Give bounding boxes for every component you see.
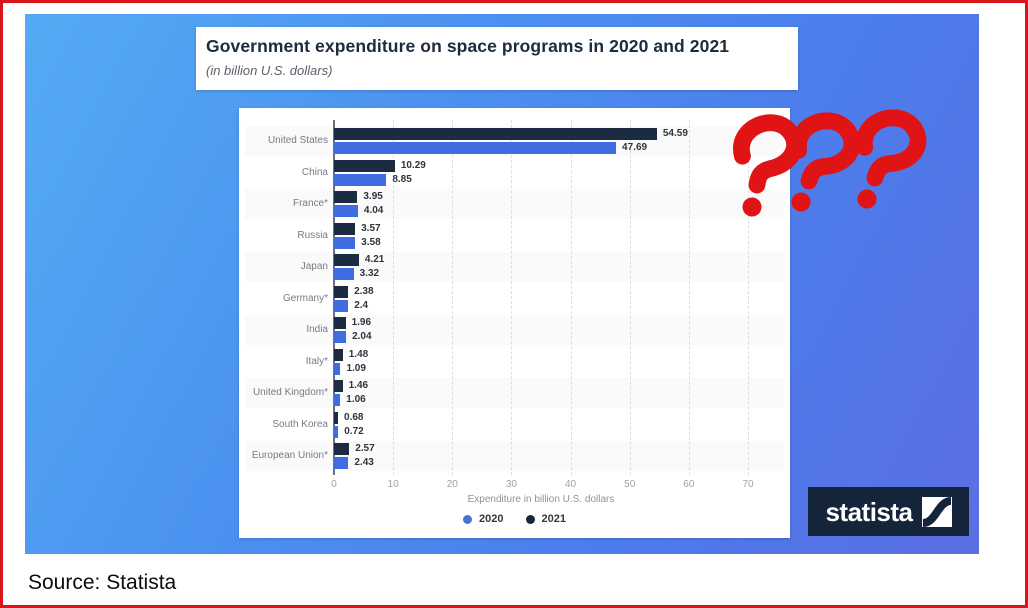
bar-2020 [334,331,347,343]
gridline [570,120,572,475]
x-tick-label: 0 [331,479,337,490]
category-label: European Union* [251,450,328,461]
bar-2021 [334,191,358,203]
category-label: India [306,324,328,335]
legend-item-2021: 2021 [525,513,566,525]
source-caption: Source: Statista [28,571,177,594]
category-label: Russia [297,229,328,241]
gridline [629,120,631,475]
category-label: United Kingdom* [252,387,328,398]
category-label: China [301,166,328,178]
chart-title: Government expenditure on space programs… [206,36,730,56]
bar-2021 [334,443,350,455]
statista-logo-icon [921,496,952,527]
question-marks-annotation [733,109,927,217]
bar-2021 [334,285,349,298]
bar-2020 [334,236,356,249]
value-label: 1.46 [348,380,369,391]
bar-2020 [334,268,354,280]
value-label: 1.06 [346,394,366,405]
x-tick-label: 50 [624,479,636,490]
x-tick-label: 10 [387,479,399,490]
value-label: 3.95 [363,191,383,202]
bar-2020 [334,425,339,438]
statista-logo: statista [808,487,969,536]
x-tick-label: 20 [446,479,458,490]
legend-dot-icon [525,514,535,524]
bar-2021 [334,317,346,329]
value-label: 3.57 [361,222,381,234]
legend-item-2020: 2020 [463,513,504,525]
x-axis-label: Expenditure in billion U.S. dollars [467,494,615,505]
category-label: United States [267,135,328,146]
category-label: Italy* [305,355,328,367]
value-label: 0.68 [344,411,364,423]
value-label: 4.04 [363,205,384,216]
bar-2020 [334,394,341,406]
chart-subtitle: (in billion U.S. dollars) [206,63,333,78]
value-label: 8.85 [392,173,412,185]
x-tick-label: 30 [505,479,517,490]
value-label: 0.72 [344,425,364,437]
gridline [393,120,395,475]
chart-card: 0 10 20 30 40 50 60 70 United States 54.59 47.69 Ch… [239,108,790,538]
value-label: 1.96 [351,317,372,328]
bar-2021 [334,222,356,235]
value-label: 1.09 [346,362,366,374]
value-label: 2.4 [354,299,369,311]
legend-dot-icon [463,514,473,524]
bar-2021 [334,254,359,266]
bar-2020 [334,457,349,469]
bar-2021 [334,128,657,140]
value-label: 2.57 [355,443,375,454]
value-label: 2.43 [354,457,374,468]
value-label: 2.04 [352,331,372,342]
blue-background: Government expenditure on space programs… [25,14,979,554]
value-label: 3.58 [361,236,381,248]
bar-2020 [334,362,341,375]
value-label: 54.59 [662,128,688,139]
bar-2021 [334,348,343,361]
chart-legend: 2020 2021 [239,513,790,525]
gridline [452,120,454,475]
value-label: 47.69 [622,142,648,153]
x-tick-label: 70 [742,479,754,490]
gridline [688,120,690,475]
legend-label: 2021 [541,513,566,525]
x-tick-label: 40 [565,479,577,490]
gridline [748,120,749,475]
bar-2021 [334,411,339,424]
question-mark-icon [790,112,861,212]
value-label: 2.38 [354,285,374,297]
category-label: France* [292,198,328,209]
bar-2021 [334,159,395,172]
value-label: 4.21 [364,254,385,265]
legend-label: 2020 [479,513,504,525]
value-label: 10.29 [400,159,426,171]
bar-2020 [334,205,358,217]
category-label: South Korea [272,418,328,430]
chart-title-card: Government expenditure on space programs… [196,27,798,90]
bar-2021 [334,380,343,392]
question-mark-icon [856,109,927,209]
bar-2020 [334,142,617,154]
category-label: Japan [300,261,328,272]
statista-logo-text: statista [825,496,913,527]
value-label: 1.48 [348,348,369,360]
bar-2020 [334,299,349,312]
bar-2020 [334,173,387,186]
gridline [511,120,513,475]
y-axis-line [333,120,335,475]
value-label: 3.32 [359,268,380,279]
question-mark-icon [733,114,803,217]
x-tick-label: 60 [683,479,695,490]
category-label: Germany* [282,292,328,304]
